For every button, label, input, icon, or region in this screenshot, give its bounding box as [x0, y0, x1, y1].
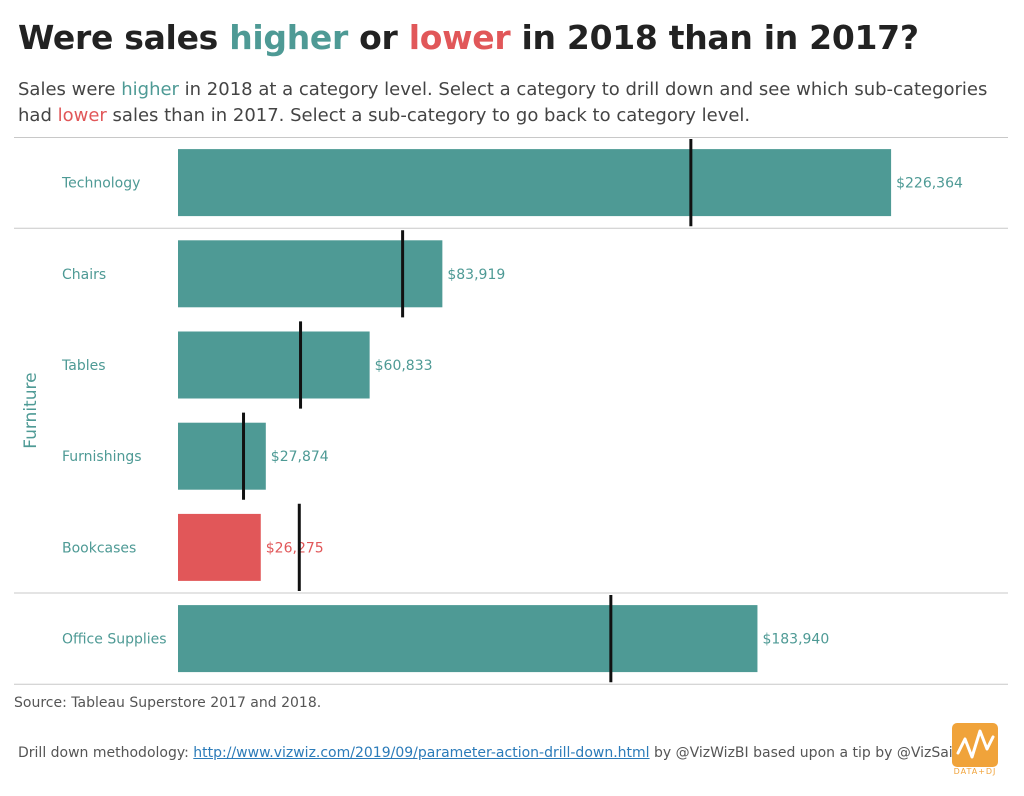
chart-subtitle: Sales were higher in 2018 at a category …	[18, 77, 1008, 129]
title-text-2: or	[347, 18, 409, 57]
row-label-office-supplies: Office Supplies	[62, 632, 167, 648]
title-text-1: Were sales	[18, 18, 230, 57]
chart-title: Were sales higher or lower in 2018 than …	[18, 18, 919, 57]
bar-chairs[interactable]	[178, 240, 443, 308]
zigzag-chart-icon	[952, 723, 998, 767]
data-dj-logo[interactable]: DATA+DJ	[952, 723, 998, 776]
value-label-technology: $226,364	[896, 176, 963, 192]
source-note: Source: Tableau Superstore 2017 and 2018…	[14, 695, 322, 711]
footer-suffix: by @VizWizBI based upon a tip by @VizSai…	[649, 745, 983, 761]
value-label-chairs: $83,919	[447, 267, 505, 283]
logo-text: DATA+DJ	[953, 767, 997, 776]
title-higher-word: higher	[229, 18, 348, 57]
row-label-bookcases: Bookcases	[62, 540, 136, 556]
subtitle-text-2: in 2018 at a category level. Select a ca…	[18, 79, 988, 126]
footer-prefix: Drill down methodology:	[18, 745, 194, 761]
bar-office-supplies[interactable]	[178, 605, 758, 673]
row-label-furnishings: Furnishings	[62, 449, 142, 465]
subtitle-lower-word: lower	[57, 105, 107, 126]
footer-credits: Drill down methodology: http://www.vizwi…	[18, 745, 983, 761]
subtitle-higher-word: higher	[121, 79, 179, 100]
value-label-bookcases: $26,275	[266, 540, 324, 556]
value-label-tables: $60,833	[375, 358, 433, 374]
bar-bookcases[interactable]	[178, 513, 261, 581]
methodology-link[interactable]: http://www.vizwiz.com/2019/09/parameter-…	[193, 745, 650, 761]
bar-chart: Technology $226,364 Chairs $83,919 Tables $60…	[14, 137, 1008, 685]
bar-tables[interactable]	[178, 331, 370, 399]
bar-furnishings[interactable]	[178, 422, 266, 490]
value-label-furnishings: $27,874	[271, 449, 329, 465]
value-label-office-supplies: $183,940	[762, 632, 829, 648]
subtitle-text-1: Sales were	[18, 79, 122, 100]
title-text-3: in 2018 than in 2017?	[510, 18, 919, 57]
row-label-chairs: Chairs	[62, 267, 106, 283]
bar-technology[interactable]	[178, 149, 892, 217]
title-lower-word: lower	[408, 18, 511, 57]
group-label-furniture: Furniture	[21, 372, 41, 448]
row-label-technology: Technology	[61, 176, 140, 192]
subtitle-text-3: sales than in 2017. Select a sub-categor…	[106, 105, 751, 126]
row-label-tables: Tables	[61, 358, 106, 374]
